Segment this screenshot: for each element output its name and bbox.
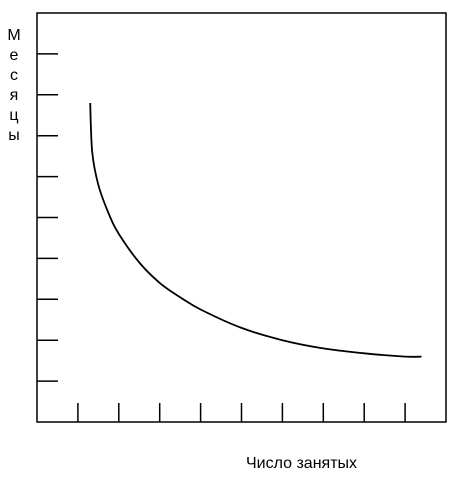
series-line bbox=[89, 102, 422, 358]
x-axis-label: Число занятых bbox=[246, 455, 358, 472]
plot-frame bbox=[36, 12, 447, 423]
y-axis-label: М е с я ц ы bbox=[7, 27, 21, 144]
